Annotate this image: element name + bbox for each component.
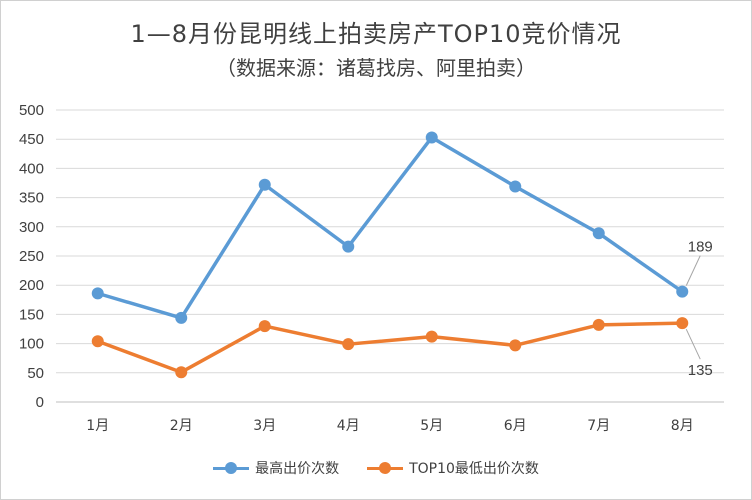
data-point: [425, 131, 438, 144]
legend-item-max-bids: 最高出价次数: [213, 458, 339, 478]
data-point: [425, 330, 438, 343]
legend: 最高出价次数 TOP10最低出价次数: [0, 458, 752, 478]
data-label: 189: [688, 239, 713, 256]
y-tick-label: 300: [19, 219, 44, 236]
data-point: [342, 240, 355, 253]
data-point: [676, 317, 689, 330]
data-point: [509, 339, 522, 352]
legend-item-min-bids: TOP10最低出价次数: [367, 458, 539, 478]
x-tick-label: 4月: [337, 418, 360, 434]
legend-label-min-bids: TOP10最低出价次数: [409, 461, 539, 477]
chart-title: 1—8月份昆明线上拍卖房产TOP10竞价情况: [130, 20, 622, 48]
data-label: 135: [688, 362, 713, 379]
y-tick-label: 500: [19, 102, 44, 119]
x-tick-label: 3月: [253, 418, 276, 434]
y-tick-label: 400: [19, 160, 44, 177]
x-tick-label: 6月: [504, 418, 527, 434]
legend-marker-min-bids: [367, 462, 404, 474]
data-point: [342, 338, 355, 351]
series-line-0: [97, 135, 684, 320]
data-point: [258, 320, 271, 333]
x-tick-label: 7月: [587, 418, 610, 434]
data-point: [175, 366, 188, 379]
data-point: [91, 335, 104, 348]
chart-subtitle: （数据来源：诸葛找房、阿里拍卖）: [216, 56, 536, 80]
x-tick-label: 2月: [170, 418, 193, 434]
y-tick-label: 150: [19, 306, 44, 323]
data-point: [91, 287, 104, 300]
x-tick-label: 8月: [671, 418, 694, 434]
data-label-leader: [685, 328, 701, 360]
data-point: [676, 285, 689, 298]
data-point: [258, 178, 271, 191]
y-tick-label: 450: [19, 131, 44, 148]
data-point: [509, 180, 522, 193]
x-tick-label: 1月: [86, 418, 109, 434]
y-tick-label: 200: [19, 277, 44, 294]
legend-marker-max-bids: [213, 462, 250, 474]
y-tick-label: 0: [36, 394, 44, 411]
data-point: [592, 227, 605, 240]
data-label-leader: [685, 255, 701, 286]
data-point: [592, 318, 605, 331]
y-tick-label: 250: [19, 248, 44, 265]
series-line-1: [97, 321, 683, 374]
y-tick-label: 100: [19, 336, 44, 353]
y-tick-label: 50: [27, 365, 44, 382]
y-tick-label: 350: [19, 190, 44, 207]
x-tick-label: 5月: [420, 418, 443, 434]
legend-label-max-bids: 最高出价次数: [255, 461, 340, 477]
data-point: [175, 311, 188, 324]
